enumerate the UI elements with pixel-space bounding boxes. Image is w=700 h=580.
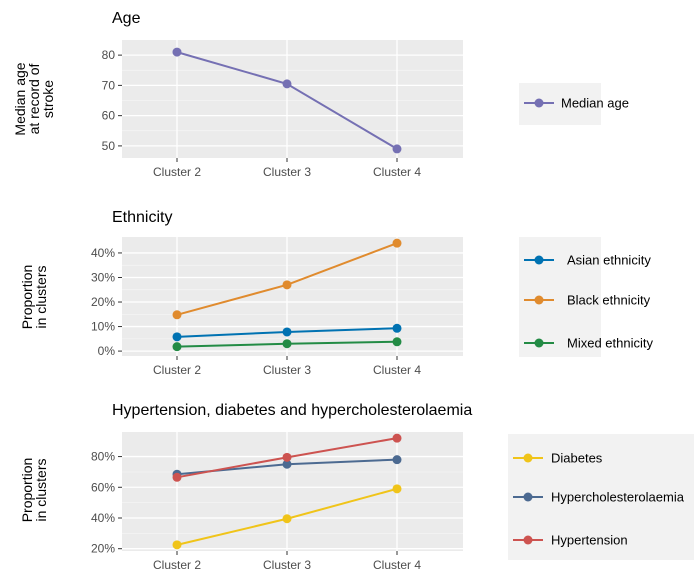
x-tick-label: Cluster 4	[373, 558, 421, 572]
y-axis-title: Proportion	[19, 458, 35, 523]
data-point	[282, 339, 292, 349]
data-point	[172, 332, 182, 342]
chart-panel-3: Hypertension, diabetes and hypercholeste…	[19, 402, 694, 572]
legend-marker	[534, 338, 544, 348]
legend-marker	[534, 98, 544, 108]
legend-label: Median age	[561, 96, 629, 111]
y-axis-title: Proportion	[19, 265, 35, 330]
legend-key-background	[519, 237, 601, 357]
data-point	[282, 452, 292, 462]
data-point	[392, 484, 402, 494]
x-tick-label: Cluster 4	[373, 165, 421, 179]
x-tick-label: Cluster 2	[153, 558, 201, 572]
y-tick-label: 10%	[91, 320, 115, 334]
legend-label: Diabetes	[551, 451, 603, 466]
data-point	[172, 342, 182, 352]
x-tick-label: Cluster 2	[153, 363, 201, 377]
y-tick-label: 0%	[98, 344, 116, 358]
x-tick-label: Cluster 2	[153, 165, 201, 179]
y-tick-label: 70	[102, 78, 116, 92]
chart-title: Hypertension, diabetes and hypercholeste…	[112, 402, 472, 419]
legend-marker	[534, 295, 544, 305]
y-tick-label: 20%	[91, 542, 115, 556]
legend: Median age	[519, 83, 629, 125]
legend-label: Black ethnicity	[567, 293, 651, 308]
plot-background	[122, 432, 463, 551]
plot-background	[122, 40, 463, 158]
legend-label: Mixed ethnicity	[567, 336, 653, 351]
y-tick-label: 80%	[91, 450, 115, 464]
legend-marker	[523, 535, 533, 545]
y-tick-label: 40%	[91, 246, 115, 260]
legend-marker	[523, 492, 533, 502]
y-axis-title: stroke	[40, 80, 56, 118]
y-tick-label: 80	[102, 48, 116, 62]
data-point	[392, 238, 402, 248]
y-axis-title: in clusters	[33, 458, 49, 521]
data-point	[172, 472, 182, 482]
y-tick-label: 40%	[91, 511, 115, 525]
legend-label: Hypertension	[551, 533, 628, 548]
legend: Asian ethnicity Black ethnicity Mixed ethn…	[519, 237, 653, 357]
data-point	[172, 310, 182, 320]
y-axis-title: Median age	[12, 62, 28, 135]
y-tick-label: 20%	[91, 295, 115, 309]
data-point	[282, 327, 292, 337]
chart-title: Age	[112, 10, 141, 27]
data-point	[392, 144, 402, 154]
data-point	[282, 79, 292, 89]
x-tick-label: Cluster 4	[373, 363, 421, 377]
legend-label: Hypercholesterolaemia	[551, 490, 685, 505]
legend-marker	[534, 255, 544, 265]
legend-marker	[523, 453, 533, 463]
legend: Diabetes Hypercholesterolaemia Hypertensio…	[508, 434, 694, 560]
x-tick-label: Cluster 3	[263, 558, 311, 572]
chart-panel-2: Ethnicity 0% 10% 20% 30% 40% Cluster 2 Cluster …	[19, 209, 653, 377]
x-tick-label: Cluster 3	[263, 363, 311, 377]
y-tick-label: 30%	[91, 270, 115, 284]
data-point	[392, 433, 402, 443]
legend-label: Asian ethnicity	[567, 253, 651, 268]
data-point	[282, 514, 292, 524]
y-tick-label: 60	[102, 109, 116, 123]
data-point	[282, 459, 292, 469]
data-point	[172, 540, 182, 550]
data-point	[392, 337, 402, 347]
x-tick-label: Cluster 3	[263, 165, 311, 179]
y-axis-title: in clusters	[33, 265, 49, 328]
data-point	[172, 47, 182, 57]
data-point	[282, 280, 292, 290]
data-point	[392, 455, 402, 465]
data-point	[392, 323, 402, 333]
chart-panel-1: Age 50 60 70 80 Cluster 2 Cluster 3 Cluster 4 Me…	[12, 10, 629, 179]
y-axis-title: at record of	[26, 63, 42, 134]
chart-title: Ethnicity	[112, 209, 172, 226]
y-tick-label: 50	[102, 139, 116, 153]
y-tick-label: 60%	[91, 480, 115, 494]
